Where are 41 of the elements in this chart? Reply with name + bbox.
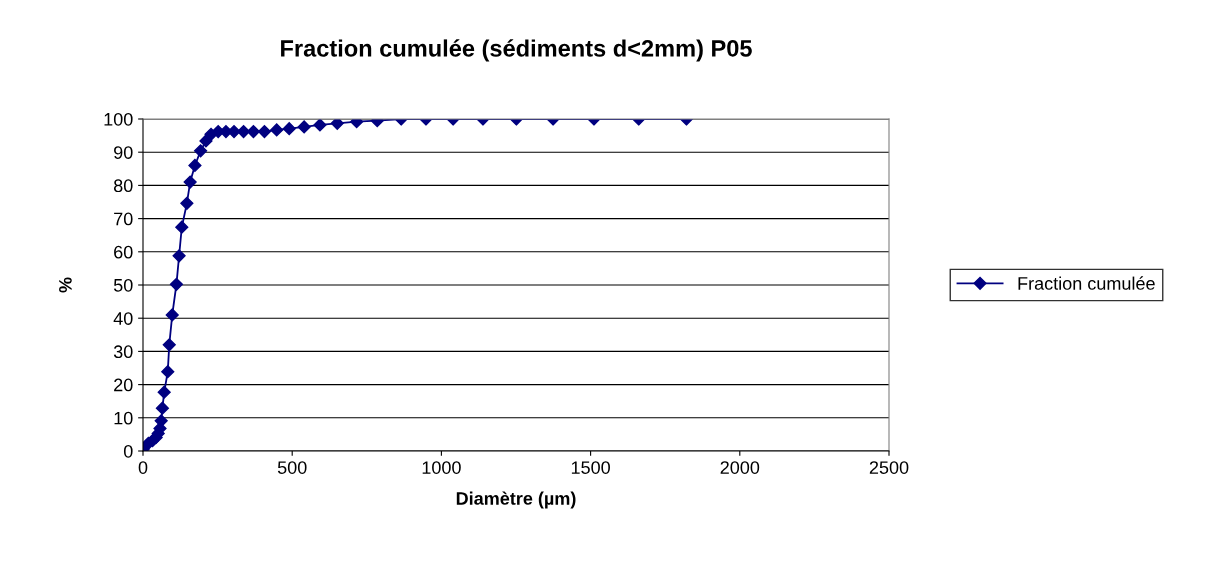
point <box>194 144 208 158</box>
y-axis-title: % <box>59 277 72 293</box>
point <box>165 308 179 322</box>
point <box>257 125 272 139</box>
y-tick-label: 0 <box>123 444 133 458</box>
y-tick-label: 100 <box>104 112 133 126</box>
x-axis-title: Diamètre (µm) <box>456 491 576 509</box>
y-tick-label: 10 <box>114 411 133 425</box>
point <box>297 120 311 134</box>
y-tick-label: 30 <box>113 345 133 359</box>
x-tick-label: 2000 <box>720 461 760 474</box>
point <box>161 365 175 379</box>
chart-title: Fraction cumulée (sédiments d<2mm) P05 <box>281 39 752 62</box>
point <box>330 119 344 130</box>
y-tick-label: 80 <box>113 179 133 193</box>
point <box>282 122 296 136</box>
y-tick-label: 90 <box>114 146 133 159</box>
y-tick-label: 60 <box>114 245 133 259</box>
point <box>154 414 168 428</box>
x-tick-label: 500 <box>277 461 307 474</box>
x-tick-label: 2500 <box>869 461 909 474</box>
point <box>162 338 176 352</box>
legend-label: Fraction cumulée <box>1018 276 1155 290</box>
point <box>270 123 284 137</box>
point <box>157 385 171 399</box>
y-tick-label: 40 <box>113 312 133 325</box>
point <box>188 158 202 173</box>
point <box>155 401 169 415</box>
point <box>175 220 189 234</box>
point <box>169 277 184 291</box>
y-tick-label: 20 <box>114 378 133 392</box>
point <box>172 249 186 263</box>
x-tick-label: 1000 <box>422 461 461 474</box>
y-tick-label: 70 <box>114 212 133 226</box>
x-tick-label: 1500 <box>571 461 610 474</box>
point <box>246 125 260 139</box>
point <box>180 196 194 210</box>
point <box>183 175 197 189</box>
point <box>313 119 327 132</box>
x-tick-label: 0 <box>138 461 148 474</box>
y-tick-label: 50 <box>113 278 133 292</box>
